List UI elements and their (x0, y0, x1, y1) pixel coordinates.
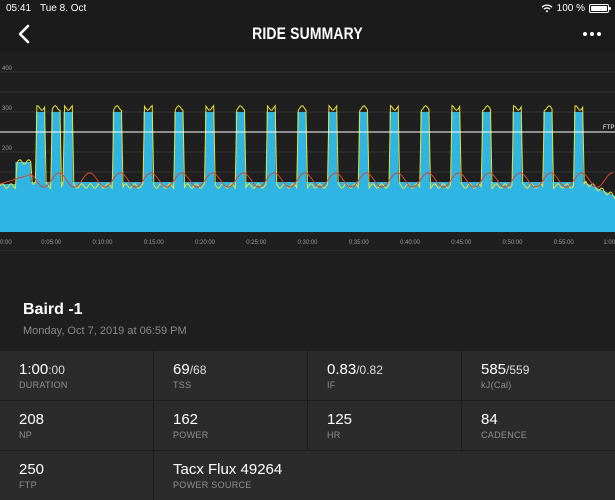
x-tick-label: 0:55:00 (554, 240, 575, 246)
metrics-grid: 1:00:00 DURATION 69/68 TSS 0.83/0.82 IF … (0, 351, 615, 500)
power-source-value: Tacx Flux 49264 (173, 461, 283, 478)
metric-cadence: 84 CADENCE (462, 401, 615, 451)
back-chevron-icon[interactable] (14, 23, 36, 45)
status-date: Tue 8. Oct (40, 3, 87, 14)
y-tick-label: 300 (2, 106, 13, 112)
nav-bar: RIDE SUMMARY (0, 16, 615, 52)
x-tick-label: 0:35:00 (349, 240, 370, 246)
hr-value: 125 (327, 411, 353, 428)
x-tick-label: 0:05:00 (41, 240, 62, 246)
y-tick-label: 400 (2, 66, 13, 72)
metric-power: 162 POWER (154, 401, 308, 451)
metric-duration: 1:00:00 DURATION (0, 351, 154, 401)
x-tick-label: 0:20:00 (195, 240, 216, 246)
page-title: RIDE SUMMARY (252, 24, 363, 43)
metric-hr: 125 HR (308, 401, 462, 451)
if-value: 0.83/0.82 (327, 361, 383, 378)
x-tick-label: 0:45:00 (451, 240, 472, 246)
tss-value: 69/68 (173, 361, 207, 378)
ride-chart[interactable]: 400 300 200 FTP 0:00 0:05:00 0:10:00 0:15:00 0:2… (0, 52, 615, 250)
more-options-icon[interactable] (581, 26, 603, 42)
metric-np: 208 NP (0, 401, 154, 451)
x-tick-label: 0:15:00 (144, 240, 165, 246)
wifi-icon (541, 4, 553, 13)
power-source-label: POWER SOURCE (173, 480, 252, 490)
metric-if: 0.83/0.82 IF (308, 351, 462, 401)
duration-value: 1:00:00 (19, 361, 65, 378)
x-tick-label: 0:50:00 (502, 240, 523, 246)
x-tick-label: 0:25:00 (246, 240, 267, 246)
x-tick-label: 0:30:00 (297, 240, 318, 246)
kj-label: kJ(Cal) (481, 380, 512, 390)
power-chart-svg: 400 300 200 FTP 0:00 0:05:00 0:10:00 0:15:00 0:2… (0, 66, 615, 246)
y-tick-label: 200 (2, 146, 13, 152)
duration-label: DURATION (19, 380, 68, 390)
ftp-label: FTP (19, 480, 37, 490)
x-tick-label: 1:00 (603, 240, 615, 246)
hr-label: HR (327, 430, 341, 440)
if-label: IF (327, 380, 336, 390)
x-tick-label: 0:40:00 (400, 240, 421, 246)
status-time: 05:41 (6, 3, 32, 14)
metric-tss: 69/68 TSS (154, 351, 308, 401)
x-tick-label: 0:10:00 (92, 240, 113, 246)
status-right: 100 % (541, 3, 611, 14)
ftp-value: 250 (19, 461, 45, 478)
kj-value: 585/559 (481, 361, 530, 378)
ride-summary-header: Baird -1 Monday, Oct 7, 2019 at 06:59 PM (0, 250, 615, 351)
x-tick-label: 0:00 (0, 240, 12, 246)
cadence-label: CADENCE (481, 430, 528, 440)
cadence-value: 84 (481, 411, 498, 428)
tss-label: TSS (173, 380, 192, 390)
battery-icon (589, 4, 611, 13)
metric-kj: 585/559 kJ(Cal) (462, 351, 615, 401)
ftp-label: FTP (603, 125, 614, 131)
metric-power-source: Tacx Flux 49264 POWER SOURCE (154, 451, 615, 500)
np-label: NP (19, 430, 33, 440)
status-bar: 05:41 Tue 8. Oct 100 % (0, 0, 615, 16)
metric-ftp: 250 FTP (0, 451, 154, 500)
power-line (0, 104, 615, 199)
battery-percent: 100 % (556, 3, 585, 14)
np-value: 208 (19, 411, 45, 428)
ride-name: Baird -1 (23, 301, 83, 318)
hr-line (0, 172, 614, 188)
power-value: 162 (173, 411, 199, 428)
ride-date: Monday, Oct 7, 2019 at 06:59 PM (23, 325, 187, 337)
workout-area (0, 112, 615, 232)
power-label: POWER (173, 430, 209, 440)
